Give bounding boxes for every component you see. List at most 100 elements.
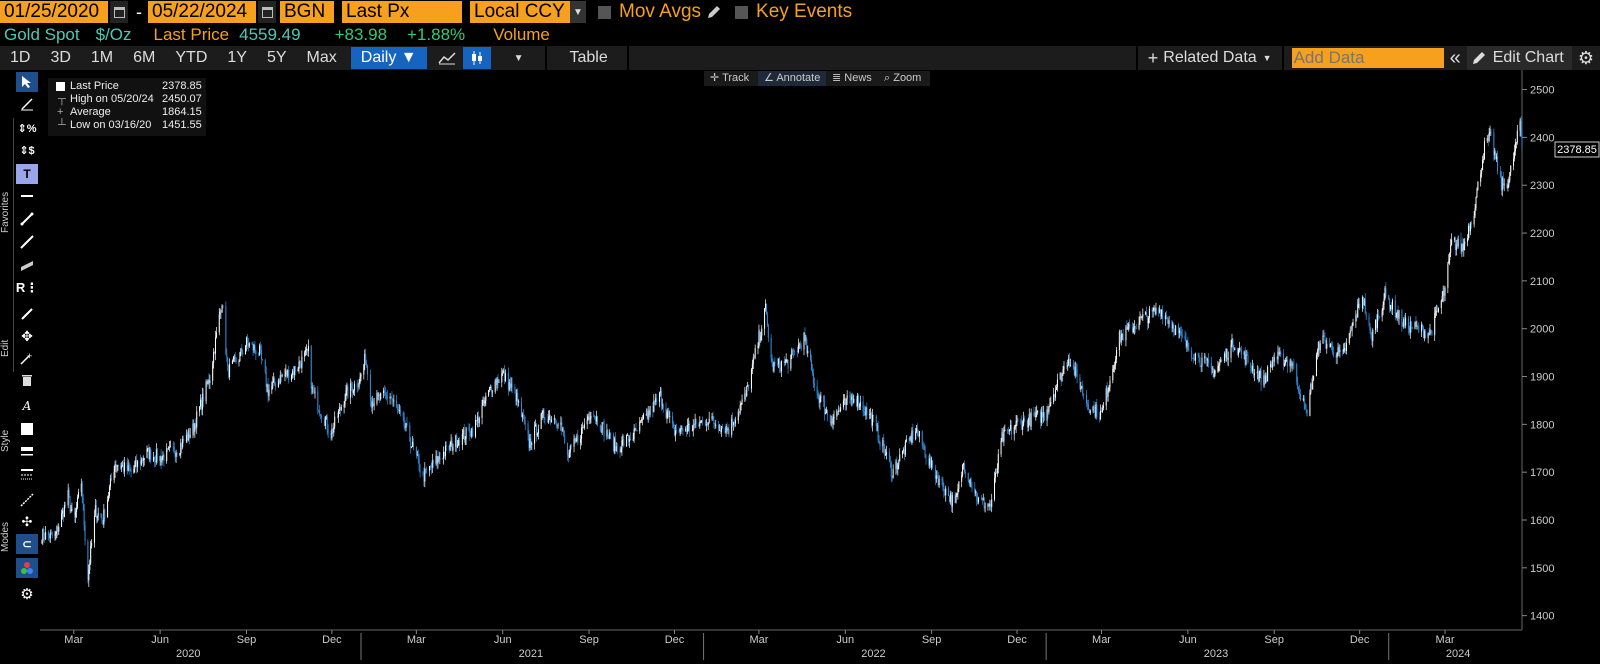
line-width-icon[interactable]	[16, 442, 38, 462]
add-point-icon[interactable]: +	[16, 348, 38, 368]
pencil-icon[interactable]	[705, 3, 723, 21]
ruler-icon[interactable]	[16, 490, 38, 510]
mov-avgs-label[interactable]: Mov Avgs	[619, 1, 702, 22]
candle-body	[543, 410, 545, 418]
candle-body	[1418, 326, 1420, 332]
table-button[interactable]: Table	[569, 49, 608, 66]
period-button-1d[interactable]: 1D	[10, 49, 31, 66]
news-button[interactable]: ≣ News	[826, 71, 878, 86]
candle-body	[1177, 325, 1179, 333]
candle-body	[1449, 252, 1451, 261]
candle-body	[968, 480, 970, 484]
currency-select[interactable]: Local CCY	[470, 1, 570, 23]
chevron-down-icon[interactable]: ▼	[513, 52, 524, 64]
candle-body	[614, 438, 616, 452]
candle-body	[299, 361, 301, 364]
candle-body	[80, 483, 82, 493]
trend-line-icon[interactable]	[16, 209, 38, 229]
track-button[interactable]: ✛ Track	[704, 71, 758, 86]
font-style-icon[interactable]: A	[22, 399, 32, 413]
collapse-icon[interactable]: «	[1449, 47, 1461, 69]
candle-body	[297, 368, 299, 372]
line-style-icon[interactable]	[16, 464, 38, 484]
magnet-icon[interactable]: ⊂	[16, 534, 38, 554]
text-tool-icon[interactable]: T	[16, 164, 38, 184]
candle-body	[508, 382, 510, 390]
zoom-button[interactable]: ⌕ Zoom	[878, 71, 930, 86]
candle-body	[851, 395, 853, 400]
candle-body	[1499, 171, 1501, 176]
period-button-1m[interactable]: 1M	[90, 49, 114, 66]
gear-icon[interactable]: ⚙	[1577, 48, 1594, 68]
candle-body	[281, 375, 283, 377]
candle-body	[568, 452, 570, 458]
candle-body	[1250, 362, 1252, 368]
candle-body	[1408, 328, 1410, 333]
candlestick-icon[interactable]	[462, 47, 491, 69]
related-data-button[interactable]: + Related Data ▼	[1138, 46, 1282, 70]
candle-body	[692, 424, 694, 431]
candle-body	[429, 466, 431, 471]
price-measure-icon[interactable]: ⇕$	[19, 144, 35, 157]
key-events-label[interactable]: Key Events	[756, 1, 853, 22]
period-button-1y[interactable]: 1Y	[227, 49, 247, 66]
candle-body	[541, 413, 543, 414]
candle-body	[1460, 239, 1462, 252]
period-button-ytd[interactable]: YTD	[175, 49, 208, 66]
color-mode-icon[interactable]	[16, 558, 38, 578]
edit-chart-button[interactable]: Edit Chart	[1466, 46, 1572, 70]
candle-body	[1240, 350, 1242, 355]
fill-color-icon[interactable]	[16, 419, 38, 439]
candle-body	[640, 420, 642, 422]
candle-body	[838, 410, 840, 412]
line-chart-icon[interactable]	[433, 47, 461, 69]
candle-body	[655, 398, 657, 402]
calendar-icon[interactable]	[110, 1, 128, 23]
key-events-checkbox[interactable]	[735, 5, 749, 19]
period-button-5y[interactable]: 5Y	[266, 49, 287, 66]
end-date-field[interactable]: 05/22/2024	[148, 1, 256, 23]
source-field[interactable]: BGN	[280, 1, 334, 23]
period-button-max[interactable]: Max	[306, 49, 337, 66]
annotate-button[interactable]: ∠ Annotate	[758, 71, 826, 86]
trash-icon[interactable]	[16, 370, 38, 390]
candle-body	[674, 430, 676, 436]
frequency-select[interactable]: Daily ▼	[350, 47, 427, 69]
candle-body	[1284, 363, 1286, 367]
x-axis-ticks: Mar Jun Sep Dec Mar Jun Sep Dec Mar Jun Sep Dec Mar J…	[64, 630, 1470, 660]
period-button-6m[interactable]: 6M	[133, 49, 156, 66]
pointer-icon[interactable]	[16, 72, 38, 92]
horizontal-line-icon[interactable]	[16, 186, 38, 206]
candle-body	[622, 439, 624, 441]
ray-line-icon[interactable]	[16, 232, 38, 252]
period-button-3d[interactable]: 3D	[50, 49, 71, 66]
candle-body	[791, 349, 793, 355]
move-icon[interactable]: ✥	[21, 327, 33, 344]
candle-body	[746, 386, 748, 396]
retracement-icon[interactable]: R⋮	[15, 280, 39, 295]
candle-body	[1345, 342, 1347, 351]
brush-icon[interactable]	[16, 304, 38, 324]
candle-body	[817, 393, 819, 396]
candle-body	[675, 430, 677, 432]
candle-body	[1066, 366, 1068, 368]
add-data-input[interactable]	[1291, 48, 1444, 68]
mov-avgs-checkbox[interactable]	[598, 5, 611, 19]
chevron-down-icon[interactable]: ▼	[570, 1, 586, 23]
candle-body	[728, 429, 730, 435]
candle-body	[494, 380, 496, 392]
candle-body	[168, 447, 170, 449]
line-tool-icon[interactable]	[16, 94, 38, 114]
gear-icon[interactable]: ⚙	[20, 586, 34, 603]
candle-body	[321, 415, 323, 419]
volume-label[interactable]: Volume	[493, 25, 550, 44]
candle-body	[331, 428, 333, 439]
field-select[interactable]: Last Px	[342, 1, 462, 23]
channel-icon[interactable]	[16, 255, 38, 275]
candle-body	[757, 345, 759, 348]
start-date-field[interactable]: 01/25/2020	[0, 1, 108, 23]
crosshair-icon[interactable]: ✣	[21, 514, 33, 529]
calendar-icon[interactable]	[258, 1, 276, 23]
percent-measure-icon[interactable]: ⇕%	[17, 122, 37, 135]
